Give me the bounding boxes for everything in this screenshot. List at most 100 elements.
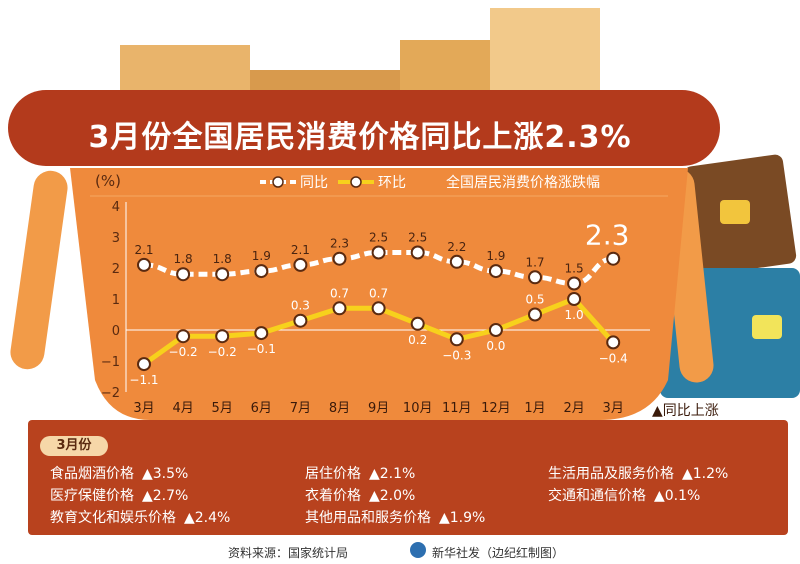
data-label-yoy: 2.5 xyxy=(408,231,427,245)
data-label-yoy: 1.5 xyxy=(565,262,584,276)
category-value: ▲1.9% xyxy=(439,510,486,526)
legend-yoy-swatch xyxy=(260,176,296,188)
legend: 同比 环比 xyxy=(260,170,406,194)
unit-label: (%) xyxy=(95,172,121,190)
data-label-yoy: 1.8 xyxy=(174,252,193,266)
category-item: 食品烟酒价格 ▲3.5% xyxy=(50,463,188,483)
point-mom xyxy=(293,313,308,328)
point-mom xyxy=(371,301,386,316)
category-item: 其他用品和服务价格 ▲1.9% xyxy=(305,507,485,527)
category-value: ▲2.1% xyxy=(369,466,416,482)
data-label-yoy: 1.9 xyxy=(252,249,271,263)
category-value: ▲2.4% xyxy=(184,510,231,526)
page-title: 3月份全国居民消费价格同比上涨2.3% xyxy=(88,120,632,155)
category-item: 医疗保健价格 ▲2.7% xyxy=(50,485,188,505)
point-yoy xyxy=(137,257,151,272)
data-label-mom: 0.5 xyxy=(525,293,544,307)
point-mom xyxy=(606,335,621,350)
x-tick-label: 1月 xyxy=(524,401,545,416)
data-label-yoy-highlight: 2.3 xyxy=(585,219,630,252)
data-label-yoy: 2.1 xyxy=(291,243,310,257)
chart-title: 全国居民消费价格涨跌幅 xyxy=(446,175,600,191)
point-mom xyxy=(567,292,582,306)
category-value: ▲1.2% xyxy=(682,466,729,482)
legend-yoy-label: 同比 xyxy=(300,175,328,191)
point-yoy xyxy=(488,264,503,279)
y-tick-label: 1 xyxy=(112,293,120,308)
category-value: ▲3.5% xyxy=(142,466,189,482)
box-mid xyxy=(250,70,400,90)
x-tick-label: 8月 xyxy=(329,401,350,416)
point-yoy xyxy=(293,257,308,272)
category-panel xyxy=(28,420,788,535)
data-label-yoy: 2.3 xyxy=(330,237,349,251)
category-panel-tag: 3月份 xyxy=(40,436,108,456)
y-tick-label: −2 xyxy=(101,386,120,401)
title-band xyxy=(8,90,720,166)
category-label: 衣着价格 xyxy=(305,488,361,504)
category-item: 生活用品及服务价格 ▲1.2% xyxy=(548,463,728,483)
data-label-mom: −0.1 xyxy=(247,342,276,356)
category-label: 食品烟酒价格 xyxy=(50,466,134,482)
legend-mom-swatch xyxy=(338,176,374,188)
y-tick-label: −1 xyxy=(101,355,120,370)
data-label-yoy: 2.1 xyxy=(134,243,153,257)
data-label-yoy: 2.2 xyxy=(447,240,466,254)
data-label-mom: −0.2 xyxy=(169,345,198,359)
point-yoy xyxy=(215,267,230,282)
point-mom xyxy=(449,332,464,347)
point-mom xyxy=(410,316,425,331)
point-yoy xyxy=(332,251,347,266)
data-label-mom: 0.0 xyxy=(486,339,505,353)
category-label: 交通和通信价格 xyxy=(548,488,646,504)
data-label-yoy: 1.7 xyxy=(525,255,544,269)
category-value: ▲2.7% xyxy=(142,488,189,504)
category-value: ▲2.0% xyxy=(369,488,416,504)
point-yoy xyxy=(176,267,191,282)
data-label-mom: −0.3 xyxy=(442,348,471,362)
legend-yoy: 同比 xyxy=(260,172,328,192)
y-tick-label: 4 xyxy=(112,200,120,215)
y-tick-label: 3 xyxy=(112,231,120,246)
x-tick-label: 4月 xyxy=(172,401,193,416)
x-tick-label: 9月 xyxy=(368,401,389,416)
x-tick-label: 5月 xyxy=(212,401,233,416)
box-left xyxy=(120,45,250,90)
data-label-mom: 0.2 xyxy=(408,333,427,347)
legend-mom: 环比 xyxy=(338,172,406,192)
point-yoy xyxy=(567,276,582,291)
point-yoy xyxy=(254,264,269,279)
category-label: 居住价格 xyxy=(305,466,361,482)
point-yoy xyxy=(606,251,621,266)
footer-source: 资料来源：国家统计局 xyxy=(228,546,349,560)
category-item: 衣着价格 ▲2.0% xyxy=(305,485,415,505)
category-item: 交通和通信价格 ▲0.1% xyxy=(548,485,700,505)
point-mom xyxy=(488,323,503,337)
basket-body xyxy=(70,168,688,420)
category-value: ▲0.1% xyxy=(654,488,701,504)
data-label-mom: 0.7 xyxy=(330,286,349,300)
category-item: 居住价格 ▲2.1% xyxy=(305,463,415,483)
point-mom xyxy=(137,357,151,372)
point-mom xyxy=(332,301,347,316)
point-mom xyxy=(176,329,191,344)
point-mom xyxy=(528,307,542,322)
x-tick-label: 6月 xyxy=(251,401,272,416)
point-yoy xyxy=(449,254,464,269)
x-tick-label: 3月 xyxy=(133,401,154,416)
y-tick-label: 2 xyxy=(112,262,120,277)
data-label-mom: −0.4 xyxy=(599,351,628,365)
category-label: 生活用品及服务价格 xyxy=(548,466,674,482)
footer: 资料来源：国家统计局 新华社发（边纪红制图） xyxy=(0,540,800,564)
handle-left xyxy=(10,170,68,370)
point-yoy xyxy=(528,270,542,285)
x-tick-label: 12月 xyxy=(481,401,511,416)
box-mid-right xyxy=(400,40,490,90)
data-label-mom: 0.3 xyxy=(291,299,310,313)
point-mom xyxy=(215,329,230,344)
x-tick-label: 10月 xyxy=(403,401,433,416)
x-tick-label: 3月 xyxy=(603,401,624,416)
point-yoy xyxy=(410,245,425,260)
